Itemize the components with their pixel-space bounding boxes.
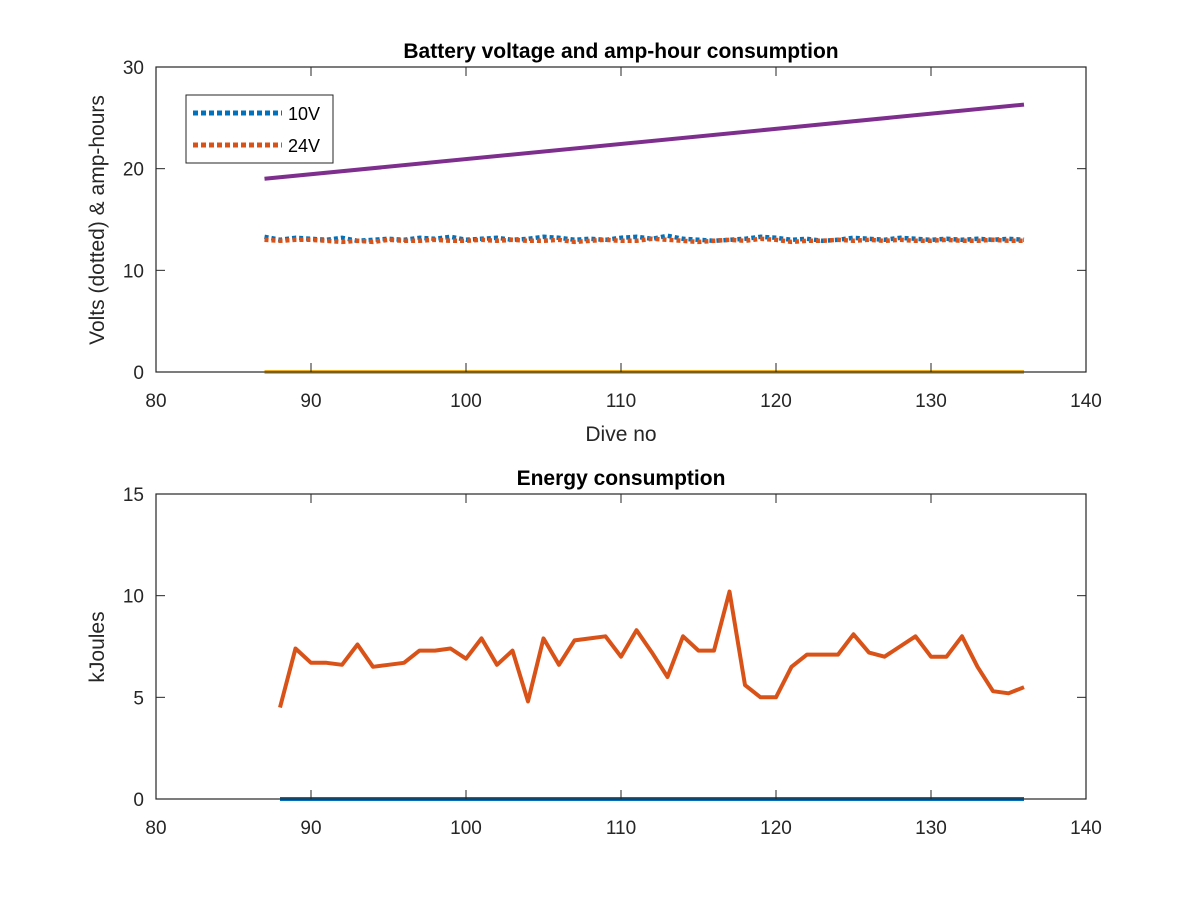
x-tick-label: 110 xyxy=(606,818,636,839)
x-tick-label: 130 xyxy=(915,391,947,412)
y-tick-label: 15 xyxy=(123,485,144,506)
x-tick-label: 130 xyxy=(915,818,947,839)
plot-title: Battery voltage and amp-hour consumption xyxy=(403,40,838,63)
x-tick-label: 90 xyxy=(300,391,321,412)
x-tick-label: 80 xyxy=(145,818,166,839)
y-tick-label: 30 xyxy=(123,58,144,79)
y-tick-label: 0 xyxy=(133,790,144,811)
x-tick-label: 100 xyxy=(450,818,482,839)
y-tick-label: 10 xyxy=(123,587,144,608)
x-tick-label: 90 xyxy=(300,818,321,839)
x-tick-label: 140 xyxy=(1070,391,1102,412)
legend: 10V 24V xyxy=(185,94,334,164)
x-tick-label: 100 xyxy=(450,391,482,412)
y-tick-label: 5 xyxy=(133,688,144,709)
ticks-layer: 80 90 100 110 120 130 140 0 5 10 15 xyxy=(123,485,1102,839)
x-tick-label: 110 xyxy=(606,391,636,412)
energy-consumption-axes: 80 90 100 110 120 130 140 0 5 10 15 Energy consump… xyxy=(86,467,1102,839)
legend-label-10v: 10V xyxy=(288,104,320,124)
x-tick-label: 120 xyxy=(760,818,792,839)
y-axis-label: Volts (dotted) & amp-hours xyxy=(86,95,109,345)
series-line-series-3 xyxy=(264,102,1025,181)
y-axis-label: kJoules xyxy=(86,611,109,682)
legend-box xyxy=(185,94,334,164)
y-tick-label: 0 xyxy=(133,363,144,384)
ticks-layer: 80 90 100 110 120 130 140 0 10 20 30 xyxy=(123,58,1102,412)
x-tick-label: 80 xyxy=(145,391,166,412)
series-line-24v xyxy=(264,236,1024,245)
x-tick-label: 120 xyxy=(760,391,792,412)
y-tick-label: 20 xyxy=(123,160,144,181)
x-axis-label: Dive no xyxy=(585,423,656,446)
battery-voltage-axes: 80 90 100 110 120 130 140 0 10 20 30 Battery volta… xyxy=(86,40,1102,446)
x-tick-label: 140 xyxy=(1070,818,1102,839)
plot-title: Energy consumption xyxy=(517,467,726,490)
legend-label-24v: 24V xyxy=(288,136,320,156)
y-tick-label: 10 xyxy=(123,261,144,282)
series-line-series-1 xyxy=(278,589,1025,709)
plot-area xyxy=(156,494,1086,799)
